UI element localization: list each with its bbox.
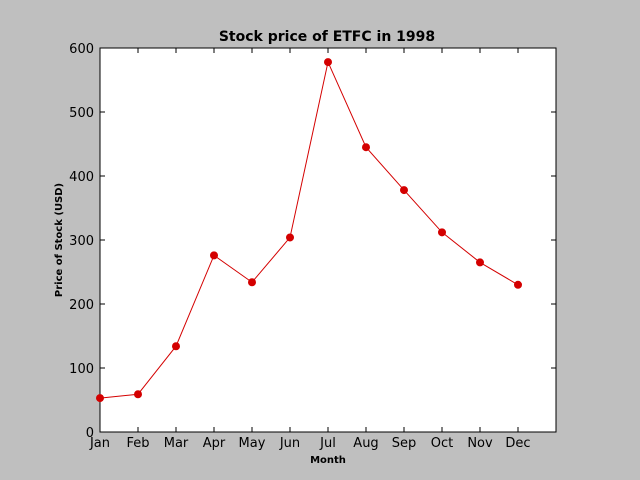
data-point bbox=[248, 278, 256, 287]
x-tick-label: Jul bbox=[319, 436, 336, 451]
data-point bbox=[134, 390, 142, 399]
data-point bbox=[324, 58, 332, 67]
x-tick-label: Aug bbox=[353, 436, 378, 451]
data-point bbox=[210, 251, 218, 260]
series-line bbox=[99, 60, 519, 399]
x-tick-label: Oct bbox=[431, 436, 453, 451]
x-tick-label: May bbox=[239, 436, 266, 451]
x-tick-label: Nov bbox=[467, 436, 493, 451]
data-point bbox=[362, 143, 370, 152]
data-point bbox=[286, 233, 294, 242]
data-point bbox=[172, 342, 180, 351]
y-tick-label: 500 bbox=[69, 106, 94, 121]
y-tick-label: 200 bbox=[69, 298, 94, 313]
y-axis: 0 100 200 300 400 500 600 bbox=[69, 42, 556, 441]
data-point bbox=[438, 228, 446, 237]
x-axis-label: Month bbox=[310, 455, 346, 466]
x-tick-label: Sep bbox=[392, 436, 417, 451]
x-tick-label: Feb bbox=[126, 436, 149, 451]
data-series bbox=[96, 58, 522, 403]
data-point bbox=[96, 394, 104, 403]
y-tick-label: 600 bbox=[69, 42, 94, 57]
x-axis: Jan Feb Mar Apr May Jun Jul Aug Sep Oct Nov Dec bbox=[89, 48, 531, 451]
y-tick-label: 0 bbox=[86, 426, 94, 441]
y-tick-label: 100 bbox=[69, 362, 94, 377]
x-tick-label: Mar bbox=[164, 436, 189, 451]
plot-area bbox=[99, 47, 557, 433]
y-axis-label: Price of Stock (USD) bbox=[54, 183, 65, 297]
x-tick-label: Dec bbox=[505, 436, 530, 451]
y-tick-label: 300 bbox=[69, 234, 94, 249]
x-tick-label: Jan bbox=[89, 436, 110, 451]
x-tick-label: Jun bbox=[279, 436, 300, 451]
chart-title: Stock price of ETFC in 1998 bbox=[219, 29, 435, 45]
x-tick-label: Apr bbox=[203, 436, 226, 451]
data-point bbox=[400, 186, 408, 195]
y-tick-label: 400 bbox=[69, 170, 94, 185]
data-point bbox=[514, 280, 522, 289]
data-point bbox=[476, 258, 484, 267]
